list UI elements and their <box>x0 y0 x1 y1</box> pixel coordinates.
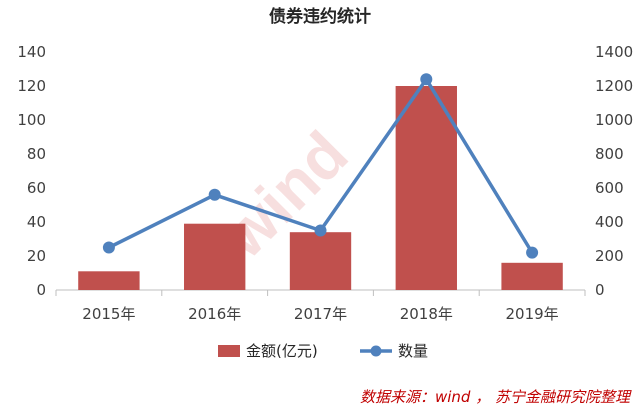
legend: 金额(亿元) 数量 <box>218 342 428 360</box>
count-point-2015年 <box>102 241 115 254</box>
count-point-2017年 <box>314 224 327 237</box>
y-left-tick-label: 40 <box>27 213 46 231</box>
axes <box>55 289 586 296</box>
y-right-tick-label: 600 <box>595 179 624 197</box>
y-left-tick-label: 120 <box>17 77 46 95</box>
x-tick-label: 2015年 <box>82 305 135 323</box>
source-note: 数据来源：wind ， 苏宁金融研究院整理 <box>360 388 632 406</box>
bar-2017年 <box>289 232 352 290</box>
y-right-tick-label: 0 <box>595 281 605 299</box>
tick-labels: 0204060801001201400200400600800100012001… <box>17 43 633 323</box>
y-left-tick-label: 80 <box>27 145 46 163</box>
bar-2018年 <box>395 86 457 290</box>
legend-line-label: 数量 <box>398 342 428 360</box>
x-tick-label: 2019年 <box>506 305 559 323</box>
legend-bar-swatch <box>218 345 240 357</box>
x-tick-label: 2017年 <box>294 305 347 323</box>
y-left-tick-label: 60 <box>27 179 46 197</box>
y-left-tick-label: 140 <box>17 43 46 61</box>
y-right-tick-label: 1400 <box>595 43 633 61</box>
y-right-tick-label: 1200 <box>595 77 633 95</box>
bar-series <box>78 86 563 290</box>
legend-bar-label: 金额(亿元) <box>246 342 318 360</box>
chart-title: 债券违约统计 <box>269 6 371 27</box>
count-point-2018年 <box>420 73 433 86</box>
x-tick-label: 2016年 <box>188 305 241 323</box>
y-left-tick-label: 0 <box>36 281 46 299</box>
count-point-2016年 <box>208 188 221 201</box>
line-series <box>102 73 539 259</box>
count-point-2019年 <box>526 246 539 259</box>
x-tick-label: 2018年 <box>400 305 453 323</box>
y-right-tick-label: 200 <box>595 247 624 265</box>
bar-2019年 <box>501 262 563 290</box>
y-left-tick-label: 20 <box>27 247 46 265</box>
y-right-tick-label: 1000 <box>595 111 633 129</box>
y-left-tick-label: 100 <box>17 111 46 129</box>
bar-2016年 <box>184 223 246 290</box>
y-right-tick-label: 400 <box>595 213 624 231</box>
y-right-tick-label: 800 <box>595 145 624 163</box>
bar-2015年 <box>78 271 140 290</box>
legend-line-marker <box>370 345 382 357</box>
